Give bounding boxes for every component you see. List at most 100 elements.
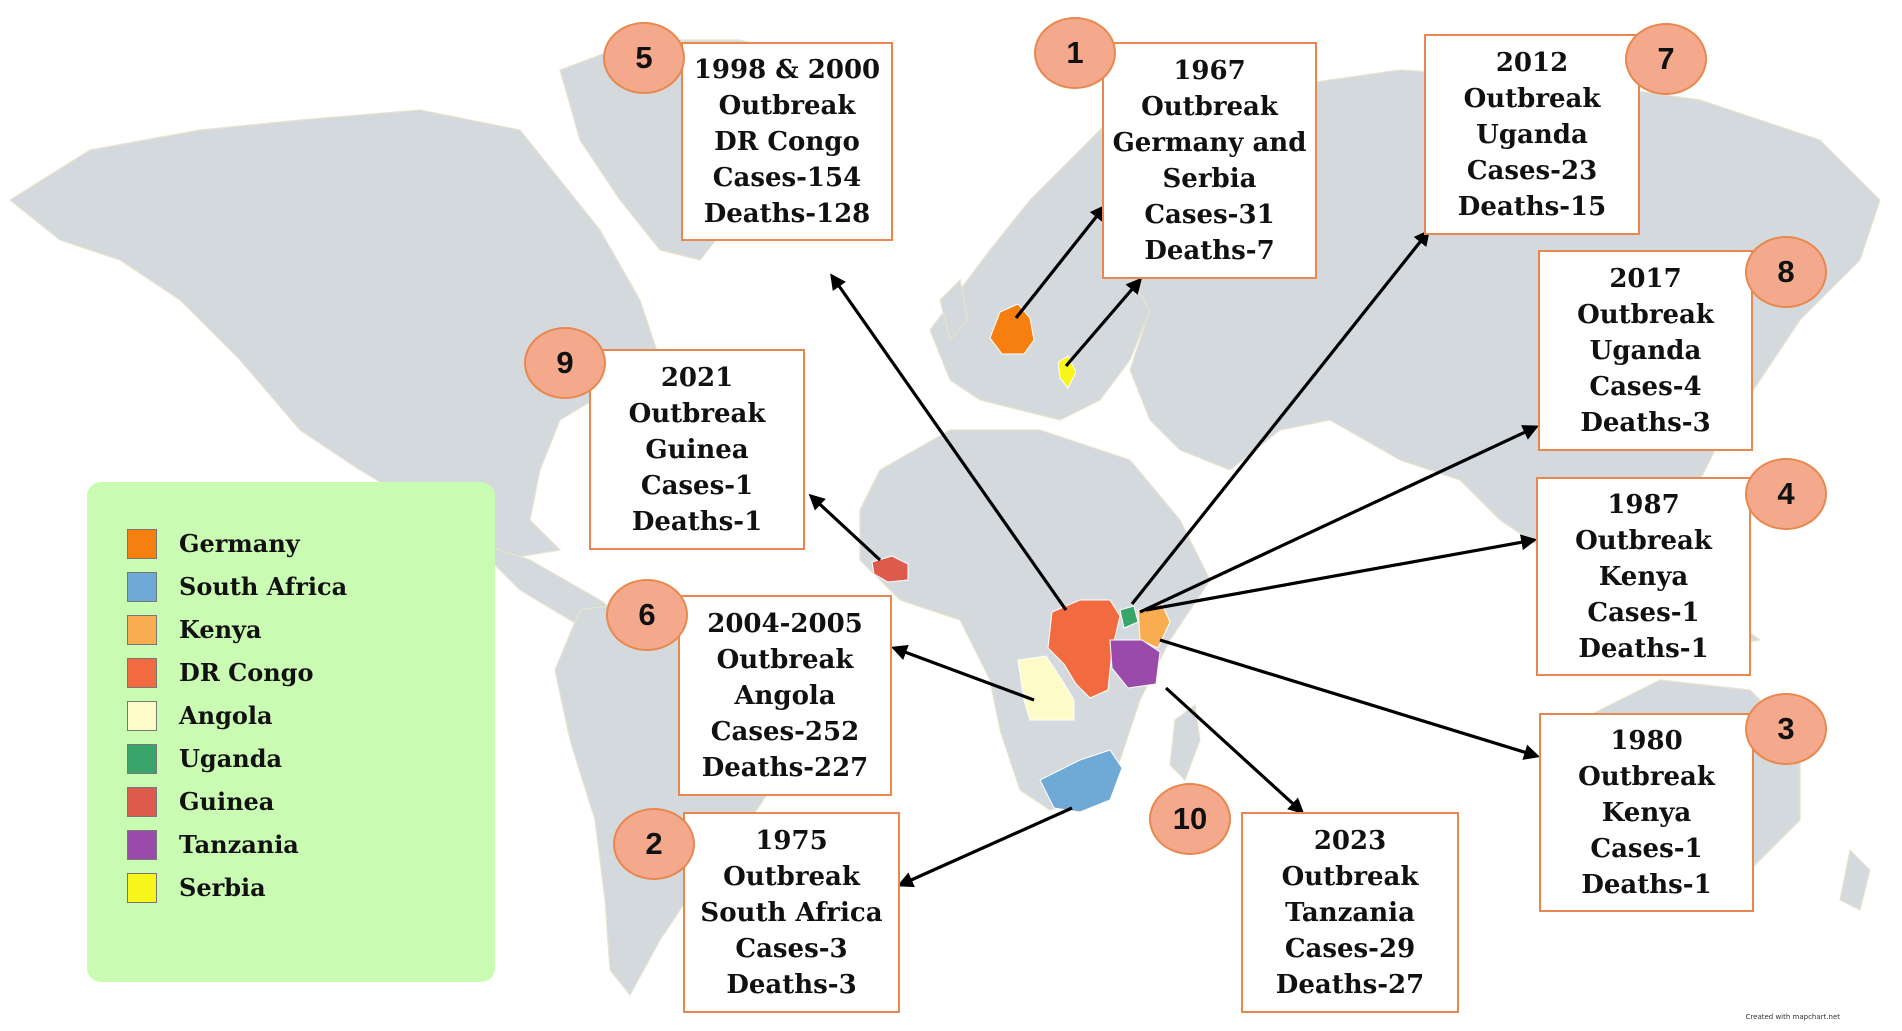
arrows: [808, 204, 1541, 888]
legend-item-dr-congo: DR Congo: [127, 651, 495, 694]
legend-item-germany: Germany: [127, 522, 495, 565]
outbreak-location: Serbia: [1162, 163, 1257, 194]
map-credit: Created with mapchart.net: [1745, 1013, 1840, 1021]
arrow-2: [897, 806, 1073, 888]
outbreak-box-1: 1967 Outbreak Germany and Serbia Cases-3…: [1102, 42, 1317, 279]
outbreak-year: 2004-2005: [707, 608, 863, 639]
outbreak-box-4: 1987 Outbreak Kenya Cases-1 Deaths-1: [1536, 477, 1751, 676]
south-africa-shape: [1039, 749, 1123, 813]
badge-1: 1: [1034, 17, 1116, 89]
arrow-1b: [1064, 277, 1143, 368]
outbreak-deaths: Deaths-128: [703, 198, 871, 229]
new-zealand: [1839, 848, 1871, 911]
arrow-8: [1139, 425, 1539, 614]
legend-item-serbia: Serbia: [127, 866, 495, 909]
legend-swatch: [127, 614, 157, 645]
outbreak-deaths: Deaths-3: [726, 969, 857, 1000]
legend-swatch: [127, 743, 157, 774]
legend-swatch: [127, 829, 157, 860]
outbreak-location: South Africa: [700, 897, 883, 928]
badge-6: 6: [606, 579, 688, 651]
outbreak-deaths: Deaths-1: [631, 506, 763, 537]
madagascar: [1169, 703, 1201, 782]
arrow-4: [1145, 534, 1538, 612]
outbreak-location: Angola: [734, 680, 836, 711]
outbreak-box-9: 2021 Outbreak Guinea Cases-1 Deaths-1: [589, 349, 805, 550]
badge-2: 2: [613, 808, 695, 880]
outbreak-year: 1967: [1173, 55, 1246, 86]
legend-swatch: [127, 528, 157, 559]
outbreak-box-2: 1975 Outbreak South Africa Cases-3 Death…: [683, 812, 900, 1013]
legend-item-kenya: Kenya: [127, 608, 495, 651]
outbreak-cases: Cases-4: [1589, 371, 1702, 402]
legend-label: Tanzania: [179, 830, 299, 859]
outbreak-location: Guinea: [645, 434, 749, 465]
outbreak-box-7: 2012 Outbreak Uganda Cases-23 Deaths-15: [1424, 34, 1640, 235]
outbreak-heading: Outbreak: [1575, 525, 1712, 556]
outbreak-location: Kenya: [1598, 561, 1689, 592]
outbreak-heading: Outbreak: [723, 861, 860, 892]
angola-shape: [1017, 655, 1075, 721]
outbreak-cases: Cases-1: [1590, 833, 1703, 864]
outbreak-deaths: Deaths-1: [1578, 633, 1709, 664]
legend-item-tanzania: Tanzania: [127, 823, 495, 866]
arrow-1a: [1014, 204, 1106, 319]
outbreak-box-8: 2017 Outbreak Uganda Cases-4 Deaths-3: [1538, 250, 1753, 451]
germany-shape: [989, 303, 1035, 355]
outbreak-year: 1980: [1610, 725, 1683, 756]
badge-7: 7: [1625, 23, 1707, 95]
legend-item-guinea: Guinea: [127, 780, 495, 823]
north-america: [8, 109, 661, 561]
legend-label: DR Congo: [179, 658, 314, 687]
outbreak-heading: Outbreak: [718, 90, 856, 121]
outbreak-box-6: 2004-2005 Outbreak Angola Cases-252 Deat…: [678, 595, 892, 796]
badge-4: 4: [1745, 458, 1827, 530]
outbreak-location: Kenya: [1601, 797, 1692, 828]
outbreak-cases: Cases-1: [640, 470, 754, 501]
outbreak-heading: Outbreak: [716, 644, 854, 675]
legend-swatch: [127, 571, 157, 602]
outbreak-year: 2023: [1313, 825, 1387, 856]
outbreak-year: 2017: [1609, 263, 1682, 294]
tanzania-shape: [1109, 639, 1161, 689]
outbreak-deaths: Deaths-15: [1457, 191, 1607, 222]
legend-label: Angola: [179, 701, 273, 730]
arrow-9: [808, 493, 882, 562]
legend-item-angola: Angola: [127, 694, 495, 737]
dr-congo-shape: [1047, 599, 1121, 699]
badge-10: 10: [1149, 783, 1231, 855]
outbreak-cases: Cases-154: [712, 162, 862, 193]
legend-item-uganda: Uganda: [127, 737, 495, 780]
arrow-10: [1164, 686, 1305, 815]
outbreak-heading: Outbreak: [1141, 91, 1278, 122]
outbreak-year: 2012: [1495, 47, 1569, 78]
outbreak-year: 1987: [1607, 489, 1680, 520]
badge-9: 9: [524, 327, 606, 399]
legend-swatch: [127, 657, 157, 688]
outbreak-deaths: Deaths-7: [1144, 235, 1275, 266]
outbreak-deaths: Deaths-3: [1580, 407, 1711, 438]
uk: [939, 278, 969, 342]
badge-5: 5: [603, 22, 685, 94]
uganda-shape: [1119, 605, 1139, 629]
arrow-3: [1159, 638, 1541, 760]
arrow-7: [1130, 229, 1430, 605]
outbreak-box-3: 1980 Outbreak Kenya Cases-1 Deaths-1: [1539, 713, 1754, 912]
legend-label: Germany: [179, 529, 300, 558]
outbreak-cases: Cases-23: [1466, 155, 1598, 186]
legend-swatch: [127, 872, 157, 903]
outbreak-location: DR Congo: [714, 126, 860, 157]
outbreak-deaths: Deaths-227: [701, 752, 869, 783]
legend: Germany South Africa Kenya DR Congo Ango…: [87, 482, 495, 982]
legend-label: Guinea: [179, 787, 275, 816]
legend-swatch: [127, 700, 157, 731]
outbreak-heading: Outbreak: [628, 398, 766, 429]
outbreak-location: Tanzania: [1285, 897, 1415, 928]
outbreak-year: 1998 & 2000: [693, 54, 881, 85]
legend-label: South Africa: [179, 572, 348, 601]
outbreak-year: 2021: [660, 362, 734, 393]
outbreak-deaths: Deaths-27: [1275, 969, 1425, 1000]
outbreak-cases: Cases-31: [1144, 199, 1275, 230]
legend-item-south-africa: South Africa: [127, 565, 495, 608]
